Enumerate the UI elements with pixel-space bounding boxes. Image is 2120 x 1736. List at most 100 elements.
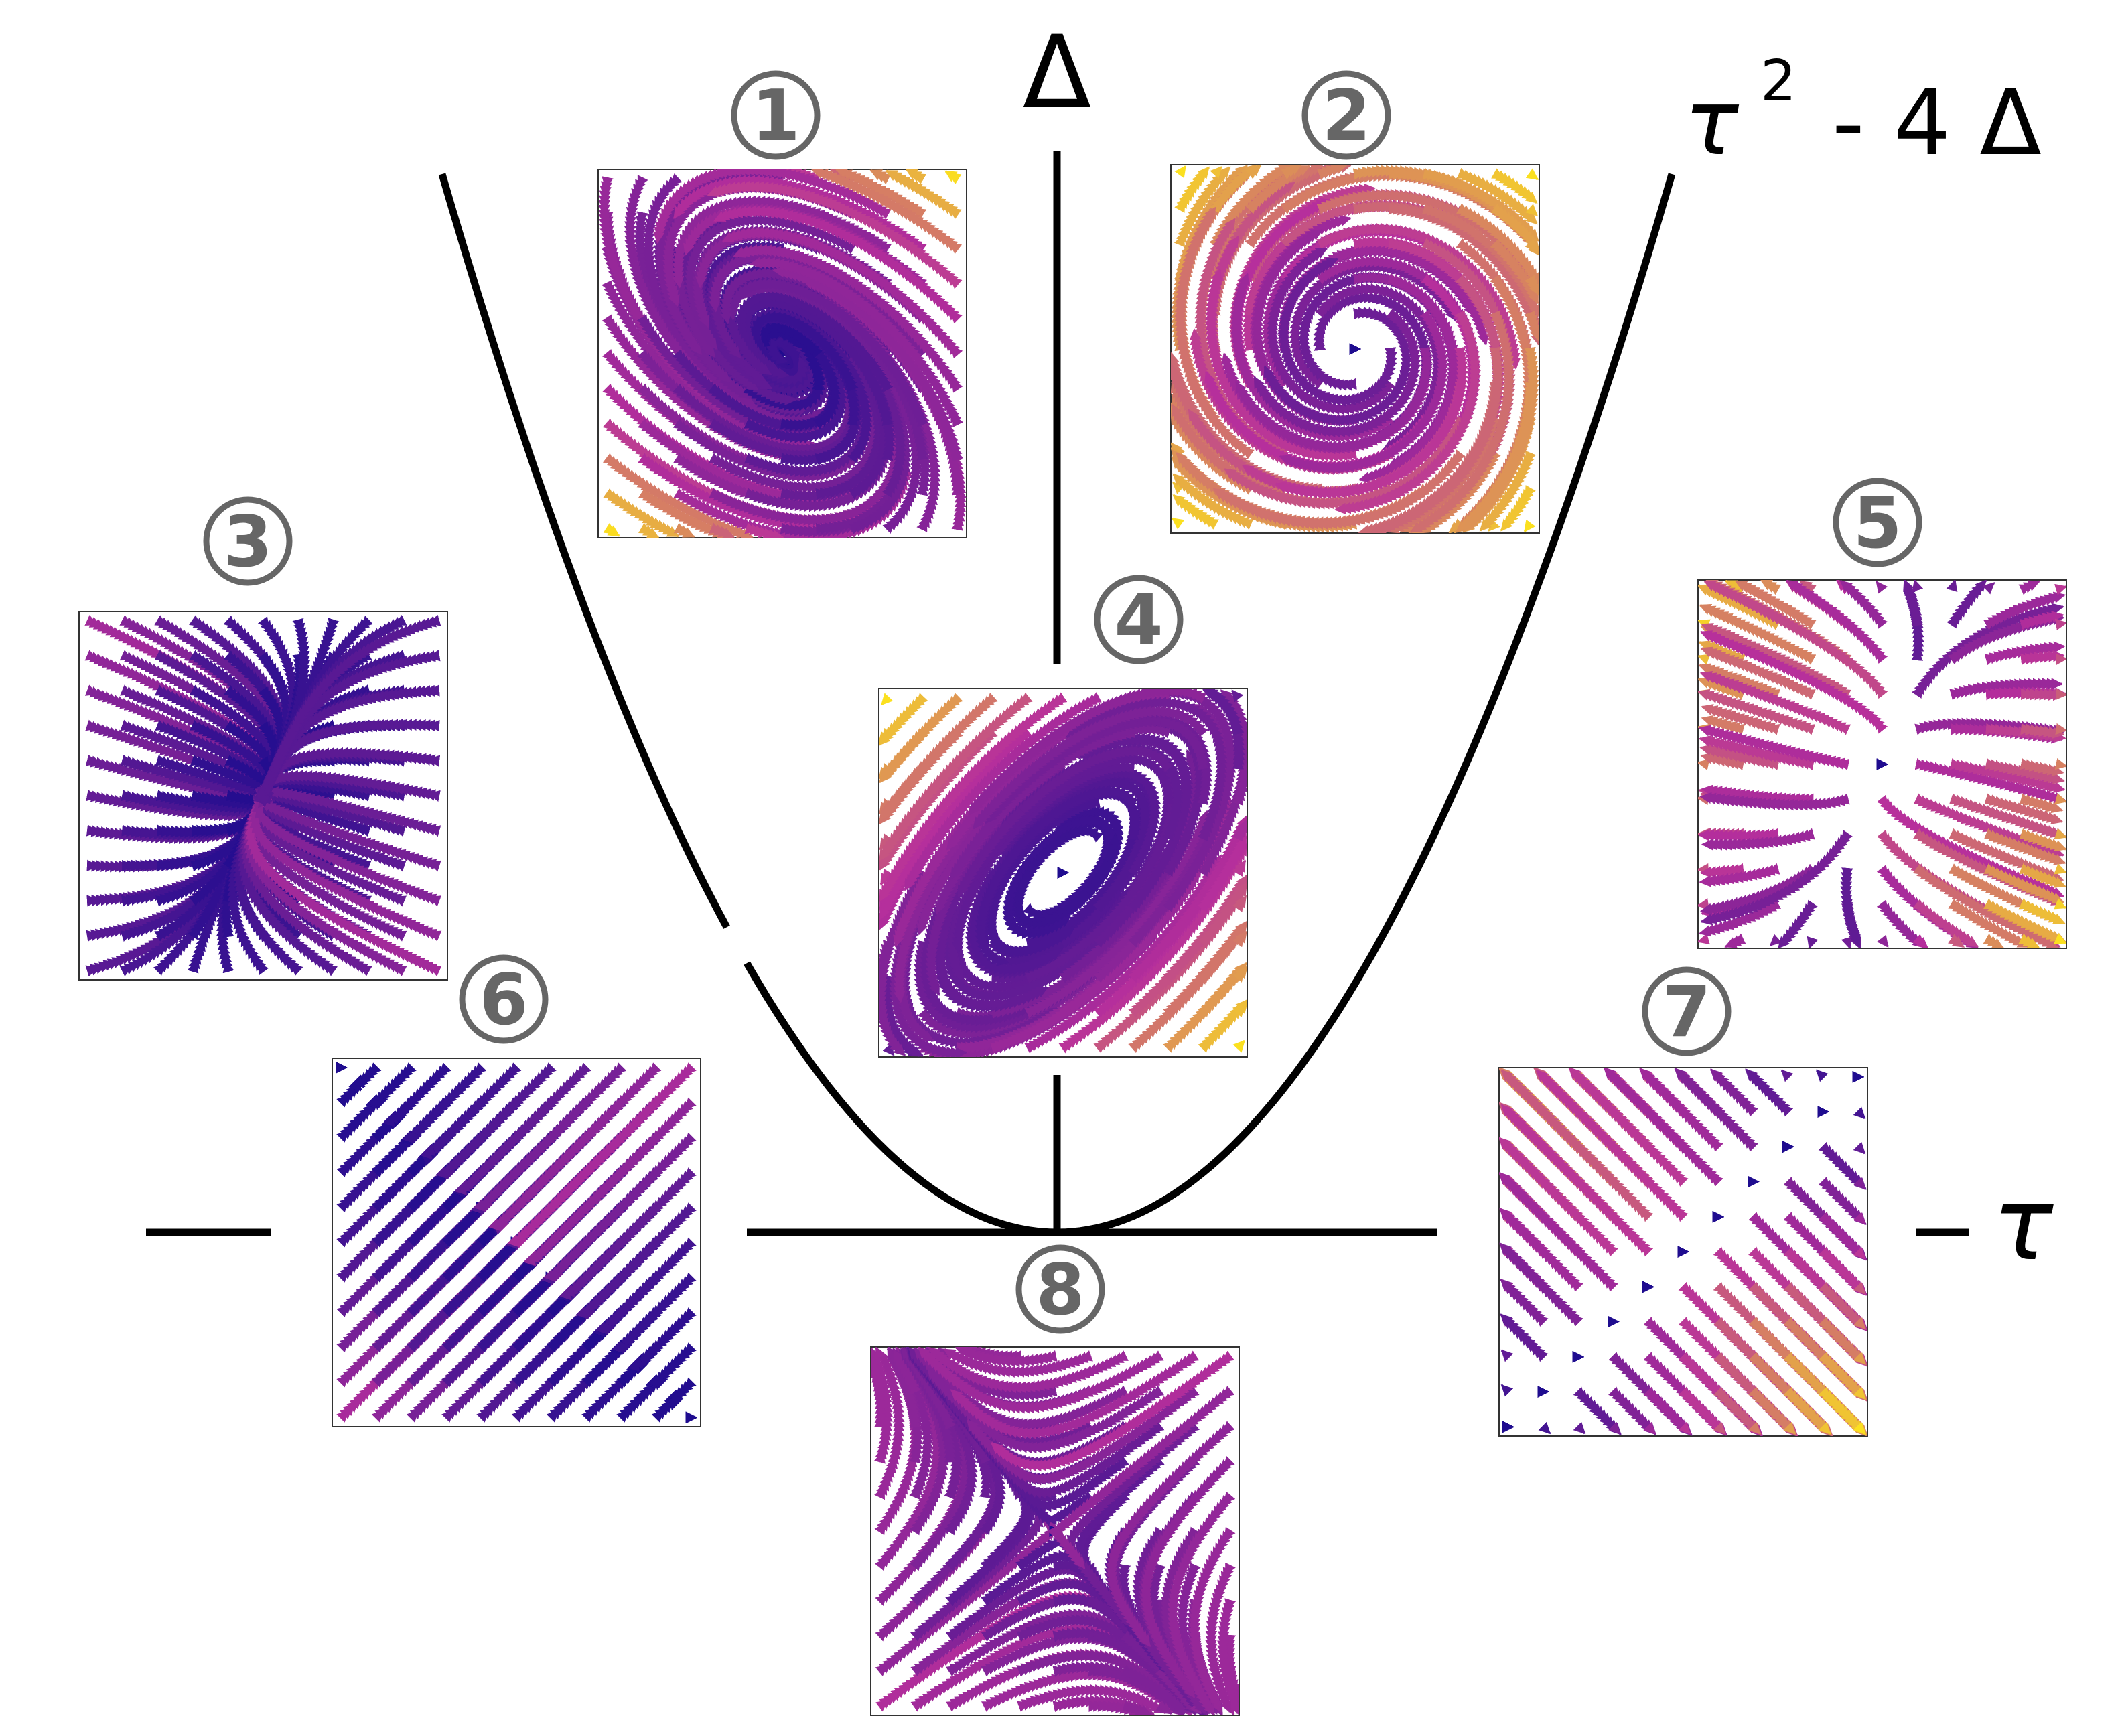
label-number: 1	[751, 75, 800, 157]
streamline	[1853, 1246, 1866, 1260]
streamline	[1876, 581, 1888, 594]
label-circle	[1094, 575, 1184, 664]
streamline	[1245, 165, 1262, 179]
streamline	[944, 170, 962, 185]
label-2: 2	[1301, 70, 1391, 160]
streamline	[1281, 165, 1303, 180]
label-6: 6	[459, 954, 549, 1044]
label-number: 7	[1662, 971, 1711, 1053]
axes	[146, 151, 1969, 1236]
panel-5-unstable-node	[1697, 579, 2067, 949]
streamline	[1946, 580, 1958, 593]
label-3: 3	[203, 496, 293, 586]
streamline	[1698, 863, 1709, 875]
streamline	[2054, 828, 2066, 840]
streamline	[367, 1062, 417, 1108]
streamline	[1903, 580, 1924, 627]
streamline	[1947, 580, 1987, 629]
streamline	[1232, 895, 1247, 912]
streamline	[1912, 580, 1924, 592]
panel-3-stable-node	[78, 611, 448, 981]
streamline	[1524, 275, 1539, 297]
streamline	[667, 1377, 697, 1410]
streamline	[1785, 580, 1888, 664]
streamline	[1462, 346, 1539, 532]
panel-6-line-attractor	[332, 1058, 701, 1427]
streamline	[647, 1342, 697, 1388]
streamline	[1853, 1386, 1866, 1400]
streamline	[1210, 166, 1222, 179]
parabola-label-tau: τ	[1684, 70, 1739, 175]
panel-2-unstable-spiral	[1170, 164, 1540, 534]
streamline	[1853, 1352, 1866, 1364]
streamline	[875, 1347, 886, 1360]
streamline	[885, 169, 962, 220]
label-circle	[731, 70, 821, 160]
streamline	[1769, 934, 1782, 946]
streamline	[2054, 898, 2066, 910]
panel-4-center	[878, 688, 1248, 1058]
streamline	[968, 689, 1207, 816]
parabola-right-branch	[1056, 173, 1676, 1236]
streamline	[2019, 611, 2064, 630]
streamline	[1538, 1421, 1551, 1435]
streamline	[1316, 165, 1348, 180]
streamline	[1232, 1001, 1247, 1018]
streamline	[1700, 830, 1853, 926]
streamline	[507, 1062, 697, 1248]
label-1: 1	[731, 70, 821, 160]
streamline	[871, 1354, 886, 1394]
tau-axis-label: τ	[1993, 1167, 2054, 1283]
parabola-label-rest: - 4 Δ	[1832, 70, 2042, 175]
streamline	[1525, 239, 1539, 256]
streamline	[2020, 758, 2064, 776]
streamline	[1525, 168, 1539, 181]
panel-1-stable-spiral	[597, 169, 967, 538]
label-4: 4	[1094, 575, 1184, 664]
streamline	[1724, 933, 1746, 948]
streamline	[1853, 1281, 1866, 1295]
label-circle	[203, 496, 293, 586]
streamline	[2054, 863, 2066, 875]
panel-frame	[597, 169, 967, 538]
streamline	[1983, 591, 2066, 630]
streamline	[1853, 1177, 1866, 1189]
streamline	[1491, 168, 1538, 204]
streamline	[1853, 1106, 1866, 1120]
streamline	[2019, 828, 2066, 852]
panel-frame	[1697, 579, 2067, 949]
streamline	[1699, 827, 1744, 841]
streamline	[1699, 792, 1850, 811]
streamline	[1524, 310, 1539, 342]
label-circle	[1015, 1244, 1105, 1334]
streamline	[709, 522, 735, 538]
streamline	[1853, 1421, 1866, 1435]
label-circle	[1301, 70, 1391, 160]
label-circle	[1833, 478, 1922, 567]
streamline	[1205, 689, 1245, 735]
label-number: 8	[1036, 1249, 1084, 1331]
streamline	[1698, 898, 1709, 910]
streamline	[1232, 1039, 1245, 1053]
label-number: 5	[1853, 482, 1902, 564]
streamline	[1500, 1384, 1514, 1397]
streamline	[1698, 933, 1710, 945]
parabola-label-exponent: 2	[1760, 48, 1796, 115]
streamline	[1780, 1069, 1794, 1082]
label-8: 8	[1015, 1244, 1105, 1334]
label-number: 2	[1322, 75, 1370, 157]
streamline	[2055, 618, 2066, 630]
streamline	[2018, 580, 2040, 595]
streamline	[744, 522, 784, 538]
streamline	[1745, 1068, 1794, 1117]
streamline	[990, 1350, 1234, 1472]
streamline	[1853, 1212, 1866, 1224]
streamline	[256, 614, 441, 806]
streamline	[2055, 723, 2066, 735]
streamline	[1232, 930, 1247, 948]
streamline	[1853, 1317, 1866, 1329]
streamline	[1232, 966, 1247, 983]
streamline	[1525, 204, 1538, 216]
streamline	[2018, 898, 2066, 924]
